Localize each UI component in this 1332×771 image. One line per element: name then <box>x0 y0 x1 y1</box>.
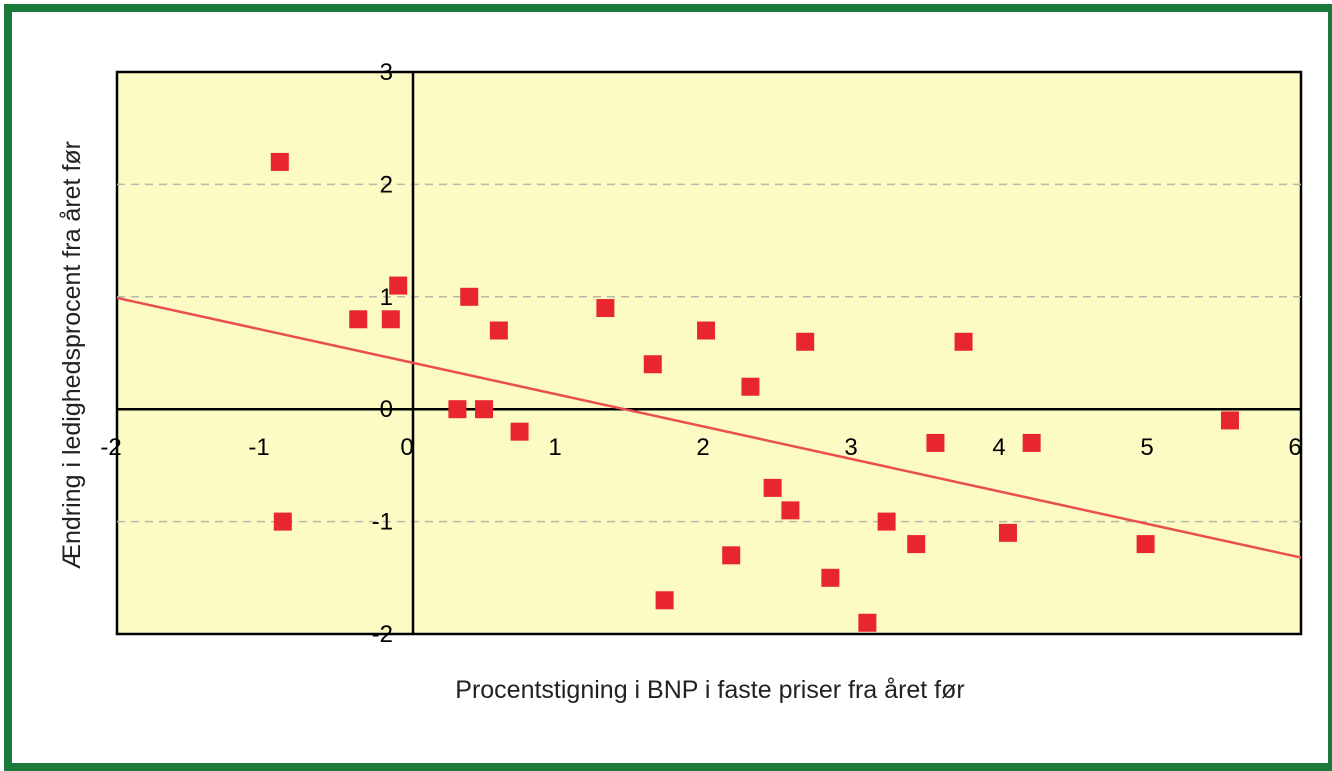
data-point <box>1136 535 1155 554</box>
data-point <box>821 568 840 587</box>
data-points <box>270 152 1239 632</box>
data-point <box>381 310 400 329</box>
data-point <box>655 591 674 610</box>
data-point <box>1022 433 1041 452</box>
data-point <box>460 287 479 306</box>
data-point <box>448 400 467 419</box>
x-tick-label: 1 <box>548 434 561 461</box>
data-point <box>722 546 741 565</box>
data-point <box>1220 411 1239 430</box>
x-tick-label: 6 <box>1288 434 1301 461</box>
x-tick-label: 5 <box>1140 434 1153 461</box>
data-point <box>858 613 877 632</box>
data-point <box>907 535 926 554</box>
trendline-group <box>116 296 1302 559</box>
data-point <box>741 377 760 396</box>
gridlines <box>117 183 1301 523</box>
data-point <box>697 321 716 340</box>
data-point <box>954 332 973 351</box>
y-tick-label: 2 <box>380 171 393 198</box>
data-point <box>273 512 292 531</box>
x-tick-label: 0 <box>400 434 413 461</box>
data-point <box>510 422 529 441</box>
x-tick-label: 2 <box>696 434 709 461</box>
data-point <box>877 512 896 531</box>
y-axis-title: Ændring i ledighedsprocent fra året før <box>58 141 86 569</box>
x-axis-title: Procentstigning i BNP i faste priser fra… <box>455 676 964 704</box>
data-point <box>998 523 1017 542</box>
data-point <box>643 355 662 374</box>
data-point <box>781 501 800 520</box>
plot-area <box>115 70 1303 636</box>
data-point <box>270 152 289 171</box>
data-point <box>389 276 408 295</box>
axes <box>117 72 1301 634</box>
data-point <box>489 321 508 340</box>
data-point <box>763 478 782 497</box>
x-tick-label: 4 <box>992 434 1005 461</box>
data-point <box>926 433 945 452</box>
y-tick-label: -1 <box>372 509 393 536</box>
y-tick-label: 0 <box>380 396 393 423</box>
y-tick-label: 3 <box>380 59 393 86</box>
x-tick-label: -1 <box>248 434 269 461</box>
data-point <box>796 332 815 351</box>
data-point <box>475 400 494 419</box>
x-tick-label: -2 <box>100 434 121 461</box>
data-point <box>596 299 615 318</box>
data-point <box>349 310 368 329</box>
x-tick-label: 3 <box>844 434 857 461</box>
trendline <box>116 296 1302 559</box>
y-tick-label: -2 <box>372 621 393 648</box>
